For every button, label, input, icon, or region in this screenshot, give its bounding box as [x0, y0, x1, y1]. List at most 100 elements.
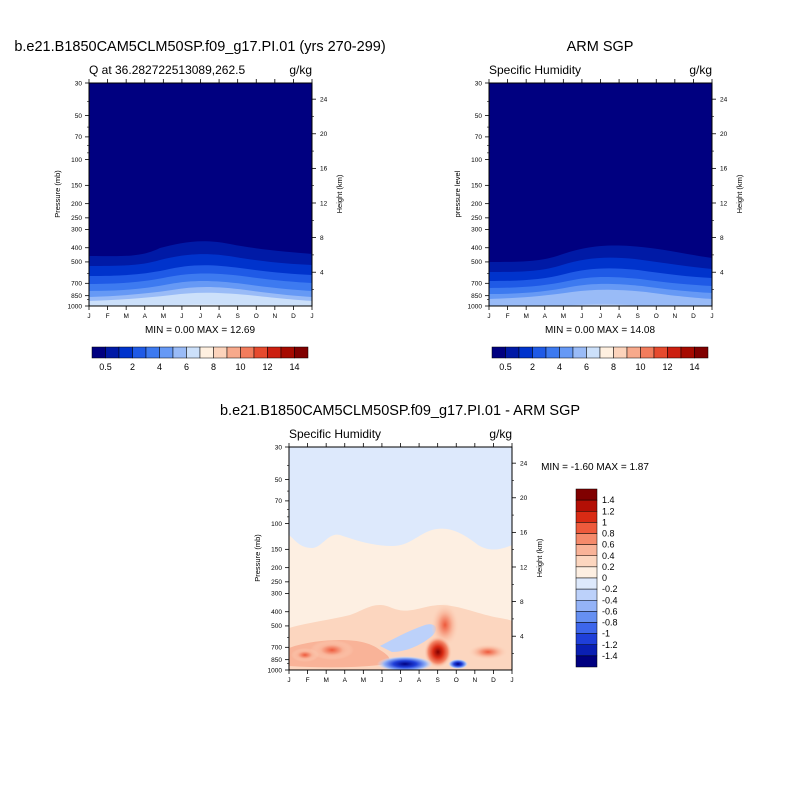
panel-diff-y-tick-label: 300: [271, 591, 282, 598]
panel-model-y2-tick-label: 4: [320, 270, 324, 277]
panel-diff-x-tick-label: O: [454, 677, 459, 684]
panel-obs-x-tick-label: M: [561, 313, 566, 320]
panel-obs-x-tick-label: N: [672, 313, 677, 320]
panel-diff-y-tick-label: 1000: [268, 667, 283, 674]
panel-obs-ylabel-right: Height (km): [735, 174, 744, 213]
panel-diff-colorbar-label: -1.2: [602, 640, 618, 650]
panel-diff-x-tick-label: A: [343, 677, 348, 684]
panel-model-x-tick-label: N: [272, 313, 277, 320]
panel-diff-axes: J F M A M J J A S O N D J 30 50 70 100 150 200 250 300 400 500…: [268, 443, 528, 684]
panel-model-y-tick-label: 1000: [68, 303, 83, 310]
panel-obs-y-tick-label: 500: [471, 259, 482, 266]
panel-obs-colorbar-box: [653, 346, 668, 359]
panel-diff-blue-core-jul: [377, 656, 433, 670]
panel-obs-minmax: MIN = 0.00 MAX = 14.08: [545, 325, 655, 336]
panel-obs-colorbar-box: [505, 346, 520, 359]
panel-diff-colorbar-box: [575, 600, 598, 612]
panel-diff-colorbar-label: 1.2: [602, 506, 615, 516]
panel-obs-x-tick-label: A: [543, 313, 548, 320]
panel-diff-x-tick-label: J: [510, 677, 513, 684]
panel-model-units: g/kg: [289, 63, 312, 77]
panel-diff-field: [289, 447, 512, 670]
panel-obs-y2-tick-label: 20: [720, 131, 728, 138]
panel-diff-colorbar-label: 0: [602, 573, 607, 583]
panel-diff-red-core-feb: [291, 648, 319, 662]
panel-model-x-tick-label: O: [254, 313, 259, 320]
panel-model-colorbar-label: 8: [211, 362, 216, 372]
panel-diff-x-tick-label: S: [435, 677, 440, 684]
panel-model-field: [89, 83, 312, 306]
panel-obs-y-tick-label: 70: [475, 134, 483, 141]
panel-model-colorbar-box: [132, 346, 147, 359]
panel-model-title: b.e21.B1850CAM5CLM50SP.f09_g17.PI.01 (yr…: [14, 39, 385, 55]
panel-diff-red-core-apr: [310, 640, 354, 660]
panel-diff-colorbar-box: [575, 511, 598, 523]
panel-obs-y2-tick-label: 24: [720, 96, 728, 103]
panel-diff-y-tick-label: 100: [271, 521, 282, 528]
panel-model-x-tick-label: J: [310, 313, 313, 320]
panel-diff-colorbar-label: -0.6: [602, 606, 618, 616]
panel-model-y2-tick-label: 12: [320, 200, 328, 207]
panel-model-colorbar-label: 12: [262, 362, 272, 372]
panel-model-colorbar-box: [172, 346, 187, 359]
panel-diff-x-tick-label: N: [472, 677, 477, 684]
panel-obs-y-tick-label: 1000: [468, 303, 483, 310]
panel-diff-colorbar-label: 0.4: [602, 551, 615, 561]
panel-diff-y-tick-label: 250: [271, 579, 282, 586]
panel-diff-colorbar-label: -0.2: [602, 584, 618, 594]
panel-diff-colorbar-box: [575, 544, 598, 556]
panel-model-y-tick-label: 150: [71, 183, 82, 190]
panel-obs-y-tick-label: 700: [471, 281, 482, 288]
panel-model-y-tick-label: 250: [71, 215, 82, 222]
panel-obs-colorbar-box: [518, 346, 533, 359]
panel-obs-x-tick-label: O: [654, 313, 659, 320]
panel-diff-x-tick-label: J: [287, 677, 290, 684]
panel-diff-colorbar-label: 0.2: [602, 562, 615, 572]
panel-diff-colorbar-label: 0.6: [602, 540, 615, 550]
panel-diff-y2-tick-label: 16: [520, 530, 528, 537]
panel-model-y-tick-label: 200: [71, 201, 82, 208]
panel-obs-colorbar: 0.5 2 4 6 8 10 12 14: [491, 346, 709, 372]
panel-model-left-label: Q at 36.282722513089,262.5: [89, 63, 245, 77]
panel-model-warm-core: [115, 284, 295, 306]
panel-diff-y-tick-label: 150: [271, 547, 282, 554]
panel-obs-title: ARM SGP: [567, 39, 634, 55]
panel-diff-y-tick-label: 500: [271, 623, 282, 630]
panel-obs-y-tick-label: 100: [471, 157, 482, 164]
panel-obs-y-tick-label: 30: [475, 80, 483, 87]
panel-model-y-tick-label: 30: [75, 80, 83, 87]
panel-diff-colorbar-box: [575, 499, 598, 512]
panel-diff-colorbar-label: -1.4: [602, 651, 618, 661]
panel-diff-y2-tick-label: 12: [520, 564, 528, 571]
panel-obs-x-tick-label: M: [523, 313, 528, 320]
panel-diff-y2-tick-label: 4: [520, 634, 524, 641]
panel-model-colorbar-box: [253, 346, 268, 359]
panel-model: b.e21.B1850CAM5CLM50SP.f09_g17.PI.01 (yr…: [14, 39, 385, 372]
panel-obs-colorbar-box: [559, 346, 574, 359]
panel-obs-colorbar-box: [586, 346, 601, 359]
panel-diff-title: b.e21.B1850CAM5CLM50SP.f09_g17.PI.01 - A…: [220, 403, 580, 419]
panel-model-x-tick-label: D: [291, 313, 296, 320]
panel-model-x-tick-label: F: [106, 313, 110, 320]
panel-diff-colorbar-box: [575, 566, 598, 579]
panel-obs-axes: J F M A M J J A S O N D J 30 50 70 100 150 200 250 300 400 500…: [468, 79, 728, 320]
panel-diff-y-tick-label: 200: [271, 565, 282, 572]
panel-obs-colorbar-box: [545, 346, 560, 359]
panel-diff-y2-tick-label: 8: [520, 599, 524, 606]
panel-obs-colorbar-box: [667, 346, 682, 359]
panel-diff-x-tick-label: A: [417, 677, 422, 684]
panel-model-y-tick-label: 500: [71, 259, 82, 266]
panel-diff-blue-core-oct: [448, 659, 468, 669]
panel-diff-colorbar-box: [575, 611, 598, 623]
panel-model-ylabel-right: Height (km): [335, 174, 344, 213]
panel-model-colorbar-box: [199, 346, 214, 359]
panel-obs-y-tick-label: 400: [471, 245, 482, 252]
panel-diff-colorbar-box: [575, 533, 598, 545]
panel-model-colorbar-label: 10: [235, 362, 245, 372]
panel-obs-y-tick-label: 50: [475, 113, 483, 120]
panel-diff-negative-jul: [380, 624, 436, 652]
panel-model-ylabel: Pressure (mb): [53, 170, 62, 218]
panel-obs-colorbar-box: [532, 346, 547, 359]
panel-model-colorbar-label: 14: [289, 362, 299, 372]
